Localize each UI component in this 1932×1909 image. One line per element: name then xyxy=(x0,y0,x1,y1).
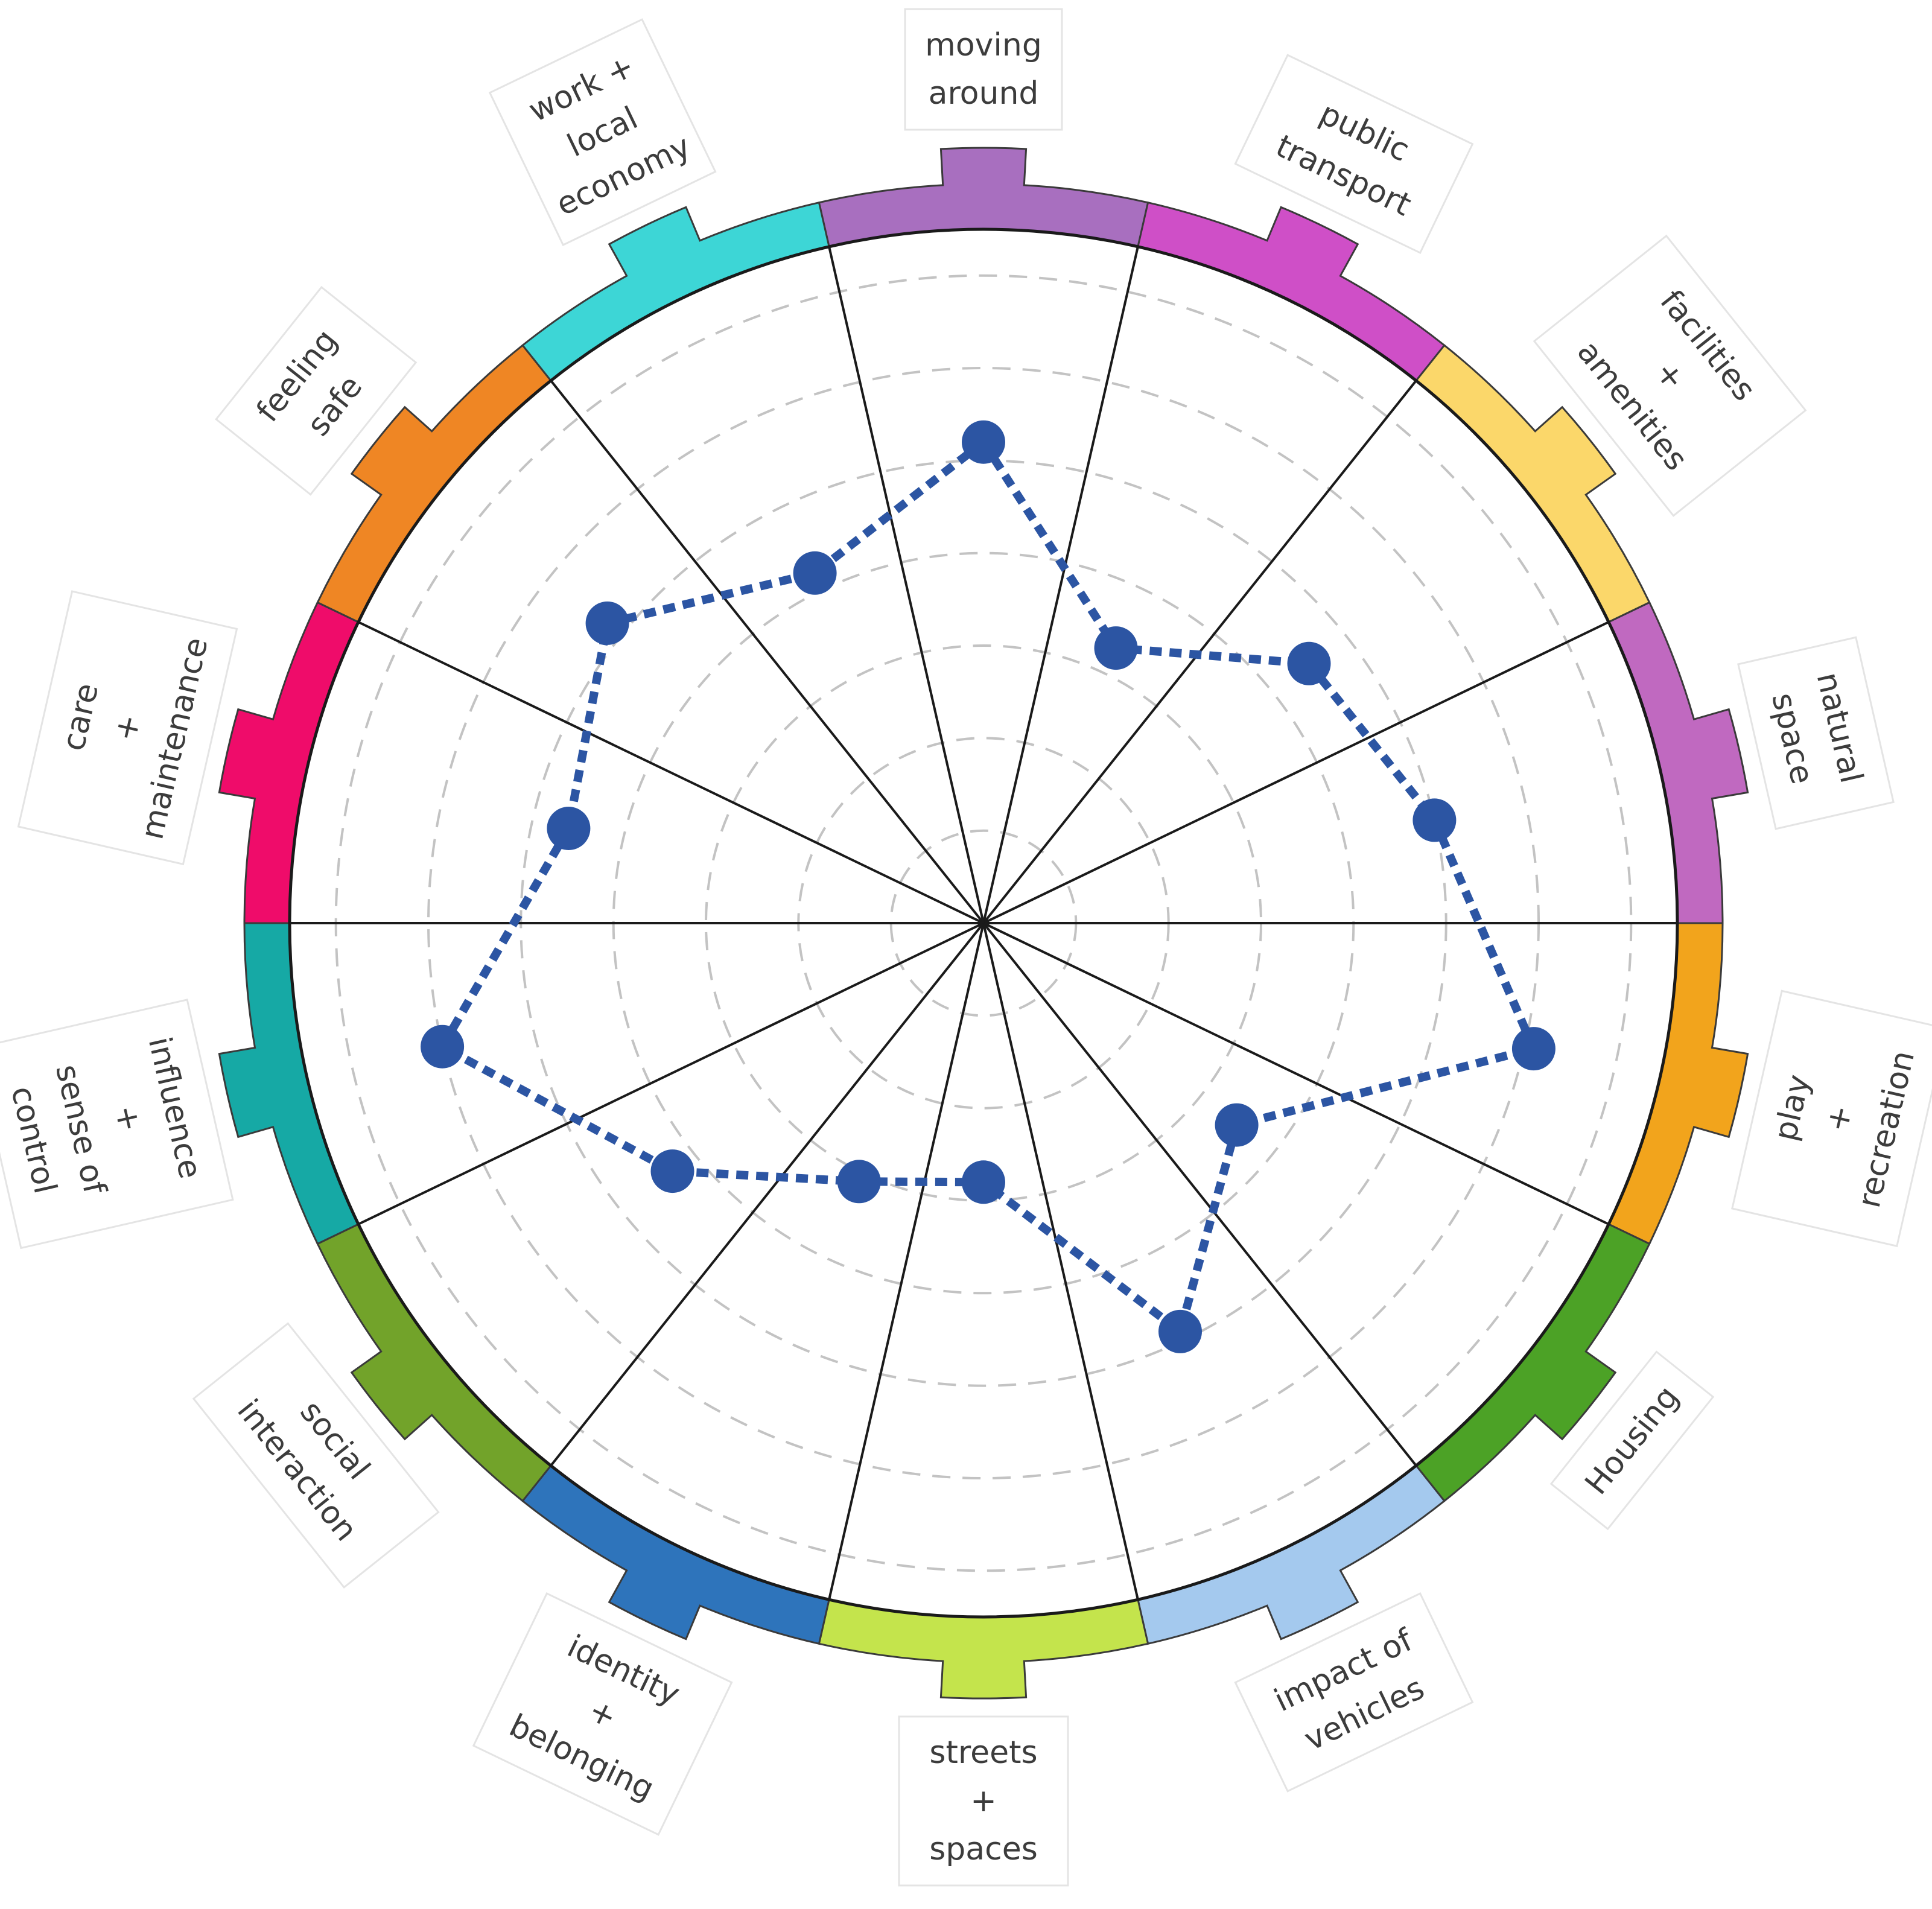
data-point-facilities-amenities xyxy=(1287,641,1331,685)
data-point-public-transport xyxy=(1094,626,1138,670)
label-box xyxy=(1737,636,1895,830)
label-box xyxy=(1234,54,1474,254)
label-box xyxy=(472,1592,733,1836)
segment-influence-sense-of-control xyxy=(218,922,360,1245)
data-point-impact-of-vehicles xyxy=(1158,1309,1202,1353)
segment-streets-spaces xyxy=(818,1598,1149,1700)
label-box xyxy=(898,1715,1069,1887)
spoke xyxy=(982,246,1139,924)
data-point-identity-belonging xyxy=(837,1160,881,1204)
spoke xyxy=(358,922,984,1225)
spoke xyxy=(828,923,985,1600)
data-point-natural-space xyxy=(1412,798,1457,842)
label-box xyxy=(1533,234,1807,517)
category-label-line: spaces xyxy=(929,1831,1038,1867)
spoke xyxy=(982,923,1139,1600)
data-point-work-local-economy xyxy=(793,551,837,595)
label-play-recreation: play +recreation xyxy=(1731,989,1932,1248)
spoke xyxy=(550,922,985,1467)
label-box xyxy=(215,285,418,496)
label-box xyxy=(904,8,1063,131)
category-label-line: streets xyxy=(929,1735,1037,1771)
category-color-ring xyxy=(218,147,1749,1700)
spoke xyxy=(550,380,985,924)
data-point-housing xyxy=(1215,1103,1259,1147)
label-box xyxy=(1234,1592,1474,1793)
label-box xyxy=(0,999,234,1250)
segment-moving-around xyxy=(818,147,1149,248)
label-streets-spaces: streets + spaces xyxy=(898,1715,1069,1887)
data-point-moving-around xyxy=(962,420,1005,464)
label-identity-belonging: identity+belonging xyxy=(472,1592,733,1836)
label-box xyxy=(1549,1350,1715,1531)
data-point-social-interaction xyxy=(650,1149,694,1193)
spoke xyxy=(358,621,984,924)
data-point-play-recreation xyxy=(1511,1027,1555,1071)
category-label-line: moving xyxy=(925,27,1042,63)
data-point-streets-spaces xyxy=(962,1160,1005,1204)
category-label-line: around xyxy=(929,75,1039,112)
data-point-feeling-safe xyxy=(585,601,629,645)
data-point-care-maintenance xyxy=(547,807,591,850)
label-box xyxy=(192,1322,440,1589)
spoke xyxy=(982,922,1417,1467)
spoke xyxy=(983,922,1609,1225)
label-box xyxy=(17,590,238,866)
category-label-line: + xyxy=(970,1783,997,1819)
label-box xyxy=(488,18,717,246)
label-box xyxy=(1731,989,1932,1248)
spoke xyxy=(983,621,1609,924)
series-layer xyxy=(421,420,1555,1353)
data-point-influence-sense-of-control xyxy=(421,1024,465,1069)
spoke xyxy=(828,246,985,924)
label-moving-around: moving around xyxy=(904,8,1063,131)
axis-spokes xyxy=(290,246,1677,1600)
label-care-maintenance: care +maintenance xyxy=(17,590,238,866)
